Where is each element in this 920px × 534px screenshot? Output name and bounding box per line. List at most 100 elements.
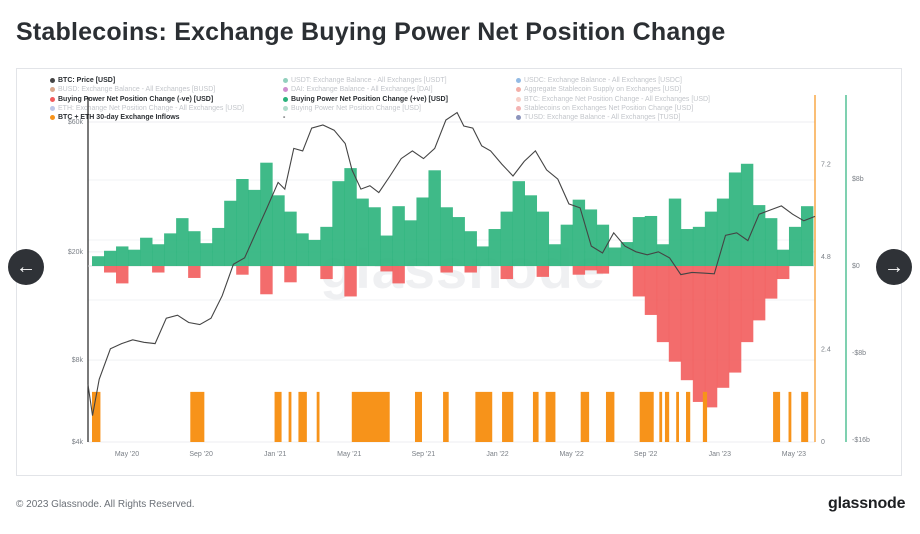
- exchange-inflow-bar: [316, 391, 320, 442]
- positive-buying-power-bar: [428, 170, 441, 266]
- legend-item[interactable]: BUSD: Exchange Balance - All Exchanges […: [50, 86, 215, 93]
- positive-buying-power-bar: [188, 231, 201, 266]
- x-tick-label: Jan '23: [709, 451, 731, 458]
- y-left-tick-label: $4k: [72, 439, 84, 446]
- legend-swatch: [50, 96, 55, 102]
- legend-label: Buying Power Net Position Change [USD]: [291, 104, 421, 112]
- negative-buying-power-bar: [380, 266, 393, 272]
- x-tick-label: May '22: [559, 451, 583, 458]
- positive-buying-power-bar: [800, 206, 814, 266]
- legend-swatch: [516, 87, 521, 93]
- legend-item[interactable]: DAI: Exchange Balance - All Exchanges [D…: [283, 86, 433, 93]
- x-tick-label: Sep '20: [189, 451, 213, 458]
- legend-label: BTC + ETH 30-day Exchange Inflows: [58, 114, 180, 122]
- negative-buying-power-bar: [656, 266, 670, 343]
- negative-buying-power-bar: [632, 266, 646, 297]
- exchange-inflow-bar: [190, 391, 205, 442]
- positive-buying-power-bar: [560, 224, 574, 266]
- legend-swatch: [50, 115, 55, 121]
- positive-buying-power-bar: [548, 244, 562, 266]
- legend-item[interactable]: BTC + ETH 30-day Exchange Inflows: [50, 114, 180, 121]
- negative-buying-power-bar: [740, 266, 754, 343]
- positive-buying-power-bar: [272, 195, 285, 266]
- negative-buying-power-bar: [500, 266, 513, 280]
- legend-item[interactable]: Buying Power Net Position Change [USD]: [283, 105, 421, 112]
- legend-label: BUSD: Exchange Balance - All Exchanges […: [58, 86, 216, 94]
- exchange-inflow-bar: [580, 391, 590, 442]
- positive-buying-power-bar: [704, 211, 718, 266]
- positive-buying-power-bar: [212, 227, 225, 266]
- negative-buying-power-bar: [440, 266, 453, 273]
- positive-buying-power-bar: [728, 172, 742, 266]
- negative-buying-power-bar: [728, 266, 742, 373]
- y-left-tick-label: $60k: [68, 119, 84, 126]
- exchange-inflow-bar: [773, 391, 781, 442]
- positive-buying-power-bar: [716, 198, 730, 266]
- legend-label: -: [283, 114, 286, 122]
- legend-item[interactable]: BTC: Price [USD]: [50, 77, 115, 84]
- legend-item[interactable]: Aggregate Stablecoin Supply on Exchanges…: [516, 86, 681, 93]
- positive-buying-power-bar: [788, 226, 802, 266]
- legend-item[interactable]: USDT: Exchange Balance - All Exchanges […: [283, 77, 447, 84]
- x-tick-label: Sep '22: [634, 451, 658, 458]
- positive-buying-power-bar: [380, 235, 393, 266]
- positive-buying-power-bar: [104, 250, 117, 266]
- previous-chart-button[interactable]: ←: [8, 249, 44, 285]
- y-right-inner-tick-label: 2.4: [821, 346, 831, 353]
- negative-buying-power-bar: [344, 266, 357, 297]
- legend-item[interactable]: USDC: Exchange Balance - All Exchanges […: [516, 77, 682, 84]
- positive-buying-power-bar: [536, 211, 550, 266]
- legend-swatch: [283, 96, 288, 102]
- negative-buying-power-bar: [116, 266, 129, 284]
- legend-item[interactable]: TUSD: Exchange Balance - All Exchanges […: [516, 114, 680, 121]
- legend-label: DAI: Exchange Balance - All Exchanges [D…: [291, 86, 433, 94]
- legend-label: Stablecoins on Exchanges Net Position Ch…: [524, 104, 694, 112]
- negative-buying-power-bar: [260, 266, 273, 295]
- legend-swatch: [50, 78, 55, 83]
- positive-buying-power-bar: [656, 244, 670, 266]
- legend-item[interactable]: -: [283, 114, 285, 121]
- positive-buying-power-bar: [392, 206, 405, 266]
- positive-buying-power-bar: [680, 229, 694, 266]
- negative-buying-power-bar: [764, 266, 778, 299]
- legend-item[interactable]: Stablecoins on Exchanges Net Position Ch…: [516, 105, 693, 112]
- positive-buying-power-bar: [116, 246, 129, 266]
- positive-buying-power-bar: [464, 231, 477, 266]
- positive-buying-power-bar: [416, 197, 429, 266]
- positive-buying-power-bar: [452, 217, 465, 266]
- next-chart-button[interactable]: →: [876, 249, 912, 285]
- positive-buying-power-bar: [332, 181, 345, 266]
- exchange-inflow-bar: [92, 391, 101, 442]
- negative-buying-power-bar: [536, 266, 550, 277]
- negative-buying-power-bar: [584, 266, 598, 271]
- positive-buying-power-bar: [740, 163, 754, 266]
- btc-price-line: [87, 111, 816, 416]
- positive-buying-power-bar: [512, 181, 525, 266]
- x-tick-label: May '23: [782, 451, 806, 458]
- positive-buying-power-bar: [476, 246, 489, 266]
- legend-label: ETH: Exchange Net Position Change - All …: [58, 104, 244, 112]
- positive-buying-power-bar: [500, 211, 513, 266]
- negative-buying-power-bar: [776, 266, 790, 280]
- positive-buying-power-bar: [608, 247, 622, 266]
- legend-swatch: [50, 105, 55, 111]
- negative-buying-power-bar: [104, 266, 117, 273]
- y-right-outer-tick-label: $8b: [852, 176, 864, 183]
- exchange-inflow-bar: [702, 391, 708, 442]
- negative-buying-power-bar: [572, 266, 586, 275]
- positive-buying-power-bar: [488, 229, 501, 266]
- positive-buying-power-bar: [92, 256, 105, 266]
- page-title: Stablecoins: Exchange Buying Power Net P…: [16, 18, 726, 46]
- legend-item[interactable]: Buying Power Net Position Change (-ve) […: [50, 96, 213, 103]
- legend-item[interactable]: BTC: Exchange Net Position Change - All …: [516, 96, 710, 103]
- exchange-inflow-bar: [605, 391, 615, 442]
- negative-buying-power-bar: [668, 266, 682, 362]
- negative-buying-power-bar: [188, 266, 201, 278]
- legend-item[interactable]: ETH: Exchange Net Position Change - All …: [50, 105, 244, 112]
- legend-swatch: [50, 87, 55, 93]
- legend-item[interactable]: Buying Power Net Position Change (+ve) […: [283, 96, 448, 103]
- exchange-inflow-bar: [801, 391, 809, 442]
- legend-label: USDC: Exchange Balance - All Exchanges […: [524, 77, 682, 84]
- exchange-inflow-bar: [639, 391, 654, 442]
